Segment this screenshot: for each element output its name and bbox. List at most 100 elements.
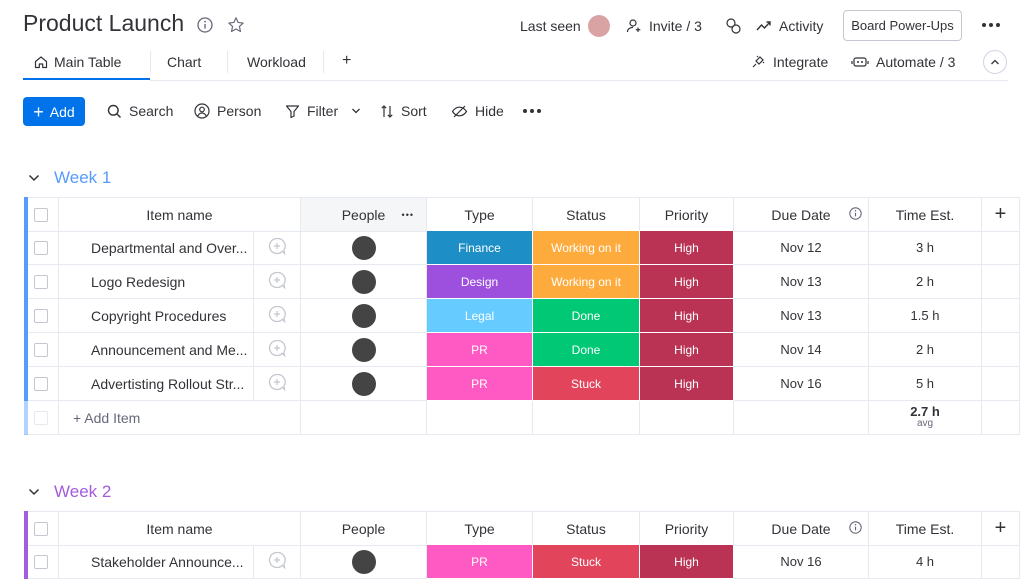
avatar[interactable] (351, 269, 376, 294)
cell-time[interactable]: 2 h (869, 265, 982, 299)
cell-people[interactable] (301, 545, 427, 579)
cell-people[interactable] (301, 231, 427, 265)
cell-name[interactable]: Logo Redesign (59, 265, 254, 299)
cell-conv[interactable] (254, 231, 301, 265)
info-icon[interactable] (848, 206, 862, 223)
cell-people[interactable] (301, 367, 427, 401)
cell-name[interactable]: Copyright Procedures (59, 299, 254, 333)
cell-due[interactable]: Nov 13 (734, 265, 869, 299)
cell-priority[interactable]: High (640, 333, 734, 367)
add-update-icon[interactable] (267, 372, 287, 395)
column-header-add[interactable]: + (982, 198, 1020, 232)
automate-button[interactable]: Automate / 3 (851, 51, 955, 73)
more-options-icon[interactable] (982, 23, 1002, 29)
column-header-due[interactable]: Due Date (734, 198, 869, 232)
cell-due[interactable]: Nov 16 (734, 367, 869, 401)
add-view-button[interactable]: + (342, 51, 351, 71)
cell-time[interactable]: 5 h (869, 367, 982, 401)
column-header-add[interactable]: + (982, 512, 1020, 546)
group-header-week1[interactable]: Week 1 (28, 168, 111, 188)
sort-button[interactable]: Sort (380, 101, 427, 121)
row-checkbox[interactable] (34, 342, 48, 357)
table-row[interactable]: Announcement and Me... PR Done High Nov 14 2 … (24, 333, 1020, 367)
avatar[interactable] (351, 371, 376, 396)
column-header-time[interactable]: Time Est. (869, 512, 982, 546)
cell-time[interactable]: 3 h (869, 231, 982, 265)
table-row[interactable]: Stakeholder Announce... PR Stuck High Nov 16… (24, 545, 1020, 579)
row-checkbox[interactable] (34, 274, 48, 289)
cell-name[interactable]: Stakeholder Announce... (59, 545, 254, 579)
cell-status[interactable]: Stuck (533, 367, 640, 401)
column-menu-icon[interactable]: ••• (401, 209, 414, 220)
item-name[interactable]: Departmental and Over... (91, 239, 248, 256)
collapse-header-button[interactable] (983, 50, 1007, 74)
add-update-icon[interactable] (267, 550, 287, 573)
column-header-priority[interactable]: Priority (640, 512, 734, 546)
cell-priority[interactable]: High (640, 265, 734, 299)
info-icon[interactable] (196, 16, 214, 34)
cell-name[interactable]: Announcement and Me... (59, 333, 254, 367)
cell-conv[interactable] (254, 299, 301, 333)
chevron-down-icon[interactable] (28, 488, 40, 496)
row-checkbox[interactable] (34, 376, 48, 391)
column-header-status[interactable]: Status (533, 512, 640, 546)
cell-priority[interactable]: High (640, 231, 734, 265)
toolbar-more-icon[interactable] (523, 109, 545, 115)
cell-add[interactable] (982, 265, 1020, 299)
cell-add[interactable] (982, 333, 1020, 367)
cell-people[interactable] (301, 265, 427, 299)
cell-conv[interactable] (254, 367, 301, 401)
cell-time[interactable]: 4 h (869, 545, 982, 579)
cell-type[interactable]: Design (427, 265, 533, 299)
invite-button[interactable]: Invite / 3 (626, 14, 702, 38)
table-row[interactable]: Advertisting Rollout Str... PR Stuck High No… (24, 367, 1020, 401)
cell-people[interactable] (301, 299, 427, 333)
cell-status[interactable]: Working on it (533, 265, 640, 299)
cell-cb[interactable] (24, 367, 59, 401)
column-header-cb[interactable] (24, 198, 59, 232)
column-header-cb[interactable] (24, 512, 59, 546)
column-header-time[interactable]: Time Est. (869, 198, 982, 232)
item-name[interactable]: Stakeholder Announce... (91, 553, 244, 570)
row-checkbox[interactable] (34, 240, 48, 255)
cell-status[interactable]: Working on it (533, 231, 640, 265)
avatar[interactable] (351, 303, 376, 328)
cell-name[interactable]: Departmental and Over... (59, 231, 254, 265)
filter-button[interactable]: Filter (285, 101, 361, 121)
cell-status[interactable]: Done (533, 333, 640, 367)
cell-status[interactable]: Stuck (533, 545, 640, 579)
cell-add[interactable] (982, 231, 1020, 265)
cell-priority[interactable]: High (640, 545, 734, 579)
cell-name[interactable]: Advertisting Rollout Str... (59, 367, 254, 401)
cell-due[interactable]: Nov 14 (734, 333, 869, 367)
activity-button[interactable]: Activity (756, 14, 823, 38)
add-item-input[interactable]: + Add Item (73, 409, 141, 426)
group-title[interactable]: Week 1 (54, 168, 112, 187)
cell-type[interactable]: Legal (427, 299, 533, 333)
column-header-type[interactable]: Type (427, 198, 533, 232)
cell-conv[interactable] (254, 333, 301, 367)
cell-time[interactable]: 2 h (869, 333, 982, 367)
add-column-icon[interactable]: + (994, 517, 1007, 539)
cell-priority[interactable]: High (640, 299, 734, 333)
column-header-name[interactable]: Item name (59, 198, 301, 232)
cell-people[interactable] (301, 333, 427, 367)
tab-main-table[interactable]: Main Table (34, 52, 121, 72)
cell-add[interactable] (982, 367, 1020, 401)
cell-cb[interactable] (24, 333, 59, 367)
hide-button[interactable]: Hide (451, 101, 504, 121)
cell-time[interactable]: 1.5 h (869, 299, 982, 333)
cell-due[interactable]: Nov 16 (734, 545, 869, 579)
item-name[interactable]: Logo Redesign (91, 273, 186, 290)
cell-status[interactable]: Done (533, 299, 640, 333)
column-header-people[interactable]: People (301, 512, 427, 546)
chevron-down-icon[interactable] (28, 174, 40, 182)
column-header-status[interactable]: Status (533, 198, 640, 232)
column-header-name[interactable]: Item name (59, 512, 301, 546)
add-update-icon[interactable] (267, 236, 287, 259)
search-button[interactable]: Search (107, 101, 173, 121)
avatar[interactable] (351, 549, 376, 574)
cell-type[interactable]: PR (427, 367, 533, 401)
add-update-icon[interactable] (267, 304, 287, 327)
column-header-due[interactable]: Due Date (734, 512, 869, 546)
